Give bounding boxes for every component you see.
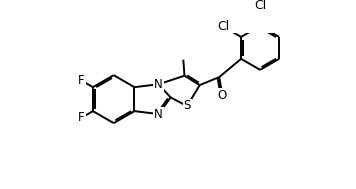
Text: N: N xyxy=(154,78,163,91)
Text: F: F xyxy=(78,111,85,124)
Text: N: N xyxy=(154,108,163,121)
Text: O: O xyxy=(218,89,227,102)
Text: F: F xyxy=(78,74,85,87)
Text: S: S xyxy=(183,99,191,112)
Text: Cl: Cl xyxy=(217,20,230,33)
Text: Cl: Cl xyxy=(254,0,266,12)
